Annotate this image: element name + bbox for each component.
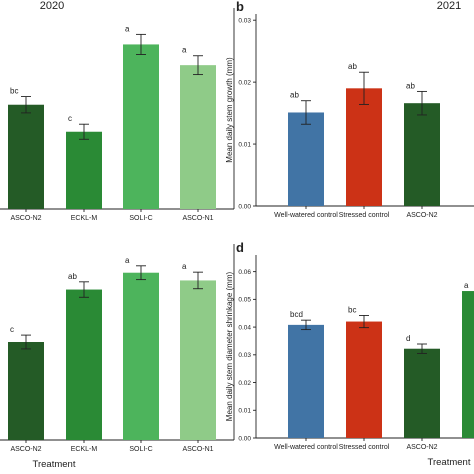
- panel-b-y-tick-label-0: 0.00: [238, 203, 251, 210]
- panel-a-x-tick-label-2: SOLI-C: [129, 215, 152, 222]
- panel-c-bar-2: [123, 272, 159, 440]
- panel-b-bar-2: [404, 103, 440, 206]
- panel-b-x-tick-label-1: Stressed control: [339, 212, 390, 219]
- panel-b-letter: b: [236, 0, 244, 14]
- panel-c-bar-3: [180, 280, 216, 440]
- panel-d-sig-letter-1: bc: [348, 305, 356, 314]
- panel-d-sig-letter-2: d: [406, 334, 410, 343]
- panel-c-x-tick-label-0: ASCO-N2: [10, 446, 41, 453]
- panel-b-year-label: 2021: [437, 0, 461, 12]
- panel-d-chart: 0.000.010.020.030.040.050.06bcdWell-wate…: [225, 240, 474, 468]
- panel-d-y-tick-label-6: 0.06: [238, 269, 251, 276]
- panel-d-y-tick-label-3: 0.03: [238, 352, 251, 359]
- panel-c-x-axis-title: Treatment: [33, 459, 76, 470]
- panel-c-x-tick-label-3: ASCO-N1: [182, 446, 213, 453]
- panel-d-bar-1: [346, 321, 382, 438]
- panel-b-y-tick-label-2: 0.02: [238, 79, 251, 86]
- panel-a-x-tick-label-0: ASCO-N2: [10, 215, 41, 222]
- panel-d-x-tick-label-0: Well-watered control: [274, 444, 338, 451]
- panel-d-bar-3: [462, 291, 474, 438]
- panel-b-sig-letter-0: ab: [290, 91, 299, 100]
- panel-a-sig-letter-2: a: [125, 24, 130, 33]
- panel-d-bar-0: [288, 324, 324, 438]
- panel-b-bar-0: [288, 112, 324, 206]
- panel-a-sig-letter-1: c: [68, 114, 72, 123]
- panel-d-bar-2: [404, 348, 440, 438]
- panel-a-bar-1: [66, 131, 102, 209]
- panel-b-y-tick-label-3: 0.03: [238, 17, 251, 24]
- panel-c-chart: c ASCO-N2 ab ECKL-M a SOLI-C a ASCO-N1 Treatment: [0, 244, 235, 470]
- panel-d-y-tick-label-5: 0.05: [238, 297, 251, 304]
- panel-b-sig-letter-1: ab: [348, 62, 357, 71]
- panel-c-x-tick-label-2: SOLI-C: [129, 446, 152, 453]
- panel-d-x-tick-label-2: ASCO-N2: [406, 444, 437, 451]
- panel-c-bar-1: [66, 289, 102, 440]
- panel-b-y-axis-title: Mean daily stem growth (mm): [225, 57, 234, 163]
- panel-c-x-tick-label-1: ECKL-M: [71, 446, 98, 453]
- panel-d-y-axis-title: Mean daily stem diameter shrinkage (mm): [225, 271, 234, 421]
- panel-a-bar-0: [8, 104, 44, 209]
- panel-d-x-tick-label-1: Stressed control: [339, 444, 390, 451]
- panel-a-sig-letter-0: bc: [10, 87, 18, 96]
- panel-c-sig-letter-1: ab: [68, 272, 77, 281]
- panel-b-bar-1: [346, 88, 382, 206]
- panel-a-bar-2: [123, 44, 159, 210]
- panel-d-sig-letter-3: a: [464, 281, 469, 290]
- panel-d-letter: d: [236, 240, 244, 255]
- panel-a-chart: bc ASCO-N2 c ECKL-M a SOLI-C a ASCO-N1 2020: [0, 0, 235, 222]
- panel-b-sig-letter-2: ab: [406, 81, 415, 90]
- panel-d-y-tick-label-1: 0.01: [238, 408, 251, 415]
- panel-c-sig-letter-0: c: [10, 325, 14, 334]
- panel-a-year-label: 2020: [40, 0, 64, 12]
- panel-b-x-tick-label-0: Well-watered control: [274, 212, 338, 219]
- panel-a-x-tick-label-3: ASCO-N1: [182, 215, 213, 222]
- panel-a-sig-letter-3: a: [182, 46, 187, 55]
- panel-c-sig-letter-3: a: [182, 262, 187, 271]
- panel-a-x-tick-label-1: ECKL-M: [71, 215, 98, 222]
- panel-d-y-tick-label-2: 0.02: [238, 380, 251, 387]
- panel-d-x-axis-title: Treatment: [428, 457, 471, 468]
- panel-b-y-tick-label-1: 0.01: [238, 141, 251, 148]
- panel-c-bar-0: [8, 342, 44, 440]
- panel-d-sig-letter-0: bcd: [290, 310, 303, 319]
- panel-a-bar-3: [180, 65, 216, 209]
- panel-d-y-tick-label-4: 0.04: [238, 324, 251, 331]
- panel-c-sig-letter-2: a: [125, 256, 130, 265]
- panel-b-chart: 0.00 0.01 0.02 0.03 ab Well-watered control ab…: [225, 0, 474, 219]
- panel-b-x-tick-label-2: ASCO-N2: [406, 212, 437, 219]
- panel-d-y-tick-label-0: 0.00: [238, 435, 251, 442]
